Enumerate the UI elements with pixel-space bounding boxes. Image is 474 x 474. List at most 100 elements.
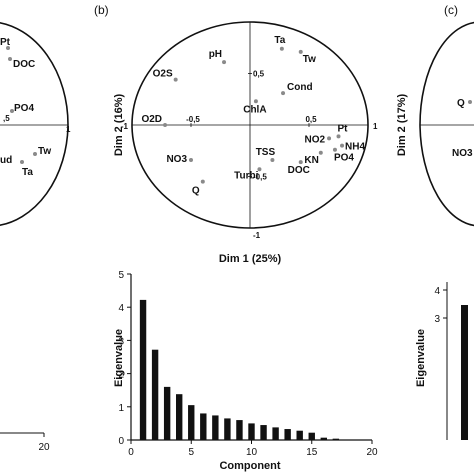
pca-point: [270, 158, 275, 163]
scree-x-tick-label: 15: [306, 447, 318, 458]
pca-point: [327, 136, 332, 141]
panel-a-point-label: PO4: [14, 103, 34, 114]
panel-a-tick-label: 1: [66, 125, 71, 134]
pca-point: [253, 99, 258, 104]
scree-bar: [188, 405, 195, 440]
pca-point-label: Turbi: [234, 170, 258, 181]
pca-point-label: NH4: [345, 142, 365, 153]
scree-y-axis-title: Eigenvalue: [113, 329, 125, 387]
scree-bar: [224, 418, 231, 440]
scree-bar: [284, 429, 291, 440]
pca-x-tick-label: -0,5: [186, 115, 200, 124]
panel-a: ,5 1 Pt DOC PO4 Tw Ta ud 20: [0, 22, 71, 453]
scree-bar: [212, 415, 219, 440]
pca-point: [173, 77, 178, 82]
panel-b: (b) -1 -0,5 0,5 1 0,5 -0,5 -1 Ta Tw pH O2S Cond Chl…: [94, 3, 378, 472]
pca-x-tick-label: 0,5: [305, 115, 317, 124]
pca-y-tick-label: -0,5: [253, 173, 267, 182]
scree-bar: [332, 438, 340, 440]
scree-bar: [308, 432, 315, 440]
panel-c-point: [468, 100, 472, 104]
panel-a-point-label: Tw: [38, 146, 51, 157]
panel-a-point: [8, 57, 12, 61]
pca-point-label: NO2: [304, 134, 325, 145]
panel-a-point-label: Ta: [22, 167, 33, 178]
pca-point-label: pH: [209, 49, 222, 60]
panel-a-point-label: ud: [0, 155, 12, 166]
pca-tick-labels: -1 -0,5 0,5 1 0,5 -0,5 -1: [121, 70, 378, 241]
pca-point-label: Tw: [303, 54, 316, 65]
scree-x-tick-label: 0: [128, 447, 134, 458]
panel-a-circle: [0, 22, 69, 226]
panel-b-label: (b): [94, 3, 109, 17]
pca-point: [222, 60, 227, 65]
pca-point: [340, 143, 345, 148]
panel-a-point: [6, 46, 10, 50]
pca-point-label: ChlA: [243, 104, 266, 115]
panel-c-bar-tick-label: 4: [434, 286, 440, 297]
pca-correlation-circle: -1 -0,5 0,5 1 0,5 -0,5 -1 Ta Tw pH O2S Cond ChlA O2D…: [121, 21, 378, 241]
scree-plot: 0 1 2 3 4 5 0 5 10 15 20: [118, 270, 378, 458]
scree-bar: [151, 349, 159, 440]
panel-c-circle: [419, 21, 474, 227]
scree-bar: [296, 430, 303, 440]
scree-bar: [272, 427, 279, 440]
scree-bar: [260, 425, 267, 440]
scree-y-tick-label: 3: [118, 336, 124, 347]
pca-point-label: Pt: [338, 123, 349, 134]
scree-x-tick-label: 20: [366, 447, 378, 458]
pca-point-label: Ta: [274, 35, 285, 46]
panel-c-bar: [461, 305, 468, 440]
pca-point: [298, 49, 303, 54]
panel-c-y-axis-title: Dim 2 (17%): [396, 93, 408, 156]
pca-point: [189, 158, 193, 163]
panel-a-point: [20, 160, 24, 164]
pca-y-tick-label: -1: [253, 231, 261, 240]
pca-y-tick-label: 0,5: [253, 70, 265, 79]
panel-c-bar-tick-label: 3: [434, 314, 440, 325]
scree-bar: [248, 423, 255, 440]
pca-point: [318, 150, 323, 155]
scree-x-axis-title: Component: [219, 460, 280, 472]
panel-a-point-label: Pt: [0, 37, 11, 48]
pca-point: [200, 179, 205, 184]
scree-bar: [139, 299, 147, 440]
scree-x-tick-label: 10: [246, 447, 258, 458]
pca-point-label: PO4: [334, 153, 354, 164]
scree-bar: [320, 437, 327, 440]
panel-a-point: [33, 152, 37, 156]
pca-point: [332, 147, 337, 152]
pca-point-label: Q: [192, 186, 200, 197]
scree-y-tick-label: 5: [118, 270, 124, 281]
scree-bar: [236, 420, 243, 440]
scree-y-tick-label: 2: [118, 370, 124, 381]
pca-y-axis-title: Dim 2 (16%): [113, 93, 125, 156]
pca-point: [336, 134, 341, 139]
scree-y-tick-label: 4: [118, 303, 124, 314]
pca-point-label: O2S: [153, 69, 173, 80]
pca-point: [163, 123, 168, 127]
pca-point: [281, 91, 286, 96]
pca-point-label: O2D: [141, 114, 162, 125]
panel-c-point-label: NO3: [452, 148, 473, 159]
pca-point-label: NO3: [166, 154, 187, 165]
panel-a-point: [10, 109, 14, 113]
scree-x-tick-label: 5: [188, 447, 194, 458]
pca-point: [298, 160, 303, 165]
scree-y-tick-label: 0: [118, 436, 124, 447]
panel-c-label: (c): [444, 3, 458, 17]
pca-x-axis-title: Dim 1 (25%): [219, 253, 282, 265]
panel-a-tick-label: ,5: [3, 114, 10, 123]
pca-point-label: Cond: [287, 82, 313, 93]
panel-a-bar-tick-label: 20: [38, 442, 50, 453]
panel-a-point-label: DOC: [13, 59, 35, 70]
pca-point-label: TSS: [256, 147, 276, 158]
pca-point: [279, 46, 284, 51]
pca-point-label: DOC: [288, 165, 310, 176]
scree-bar: [200, 413, 207, 440]
pca-point: [257, 167, 262, 172]
panel-c-point-label: Q: [457, 98, 465, 109]
pca-x-tick-label: -1: [121, 122, 129, 131]
pca-x-tick-label: 1: [373, 122, 378, 131]
